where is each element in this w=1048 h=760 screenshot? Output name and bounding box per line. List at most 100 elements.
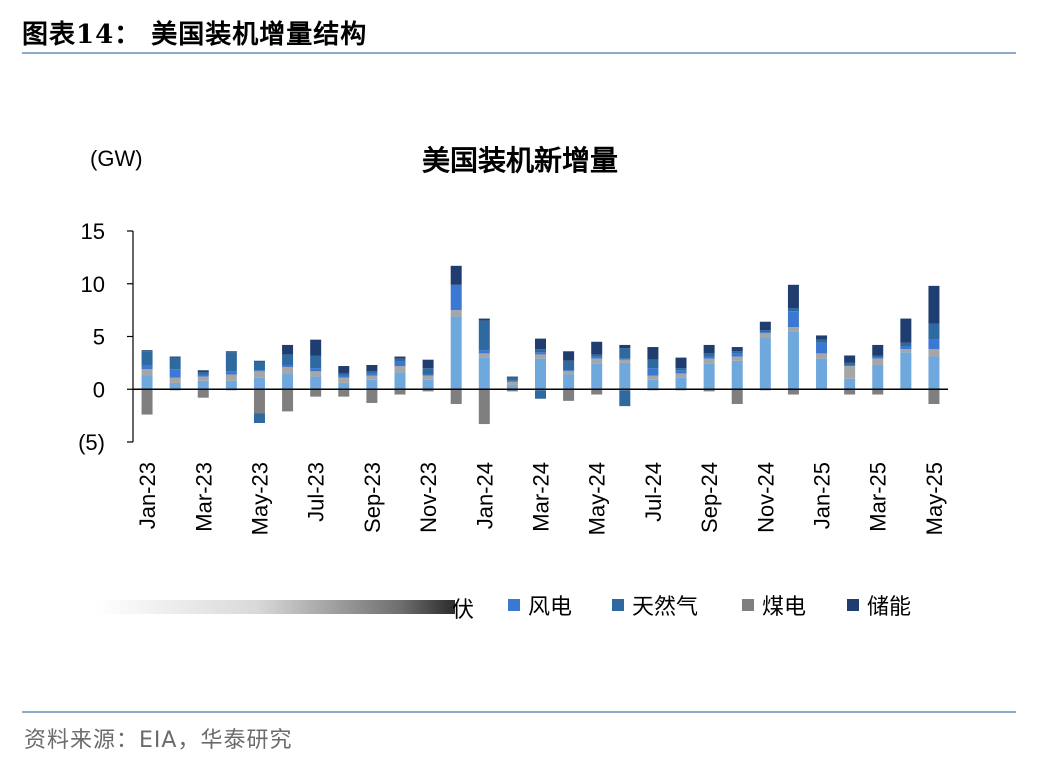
legend-label-coal: 煤电 bbox=[762, 594, 806, 619]
bar-gas-Dec-24 bbox=[787, 308, 799, 312]
bar-wind-Apr-24 bbox=[563, 370, 575, 372]
y-tick-label: (5) bbox=[78, 430, 105, 455]
bar-gas-Jan-24 bbox=[478, 320, 490, 351]
bar-misc-Oct-23 bbox=[394, 366, 406, 373]
bar-coal-Oct-24 bbox=[731, 389, 743, 405]
bar-wind-Mar-24 bbox=[535, 352, 546, 355]
bar-solar-Mar-24 bbox=[535, 358, 546, 390]
bar-gas-Nov-24 bbox=[759, 330, 771, 333]
bar-coal-May-24 bbox=[591, 389, 603, 395]
bar-misc-Jul-23 bbox=[310, 371, 322, 377]
bar-gas-Dec-23 bbox=[450, 284, 462, 286]
x-tick-label: May-23 bbox=[247, 462, 272, 535]
bar-storage-Oct-24 bbox=[731, 347, 743, 352]
bar-storage-Oct-23 bbox=[394, 356, 406, 359]
bar-storage-Apr-25 bbox=[900, 318, 912, 343]
bar-wind-Apr-25 bbox=[900, 345, 912, 350]
bar-solar-Nov-24 bbox=[759, 337, 771, 390]
bar-solar-Jan-25 bbox=[816, 358, 828, 390]
bar-coal-May-23 bbox=[253, 389, 265, 414]
bar-storage-Apr-24 bbox=[563, 351, 575, 361]
bar-misc-Apr-24 bbox=[563, 371, 575, 375]
bar-misc-Jan-24 bbox=[478, 353, 490, 358]
bar-storage-May-23 bbox=[253, 360, 265, 362]
bar-coal-May-25 bbox=[928, 389, 940, 405]
bar-wind-Jan-25 bbox=[816, 342, 828, 354]
chart-title: 美国装机新增量 bbox=[422, 144, 618, 177]
bar-storage-Dec-23 bbox=[450, 265, 462, 285]
bar-wind-May-23 bbox=[253, 370, 265, 372]
bar-solar-Dec-24 bbox=[787, 331, 799, 390]
bar-gas-Aug-24 bbox=[675, 368, 687, 371]
bar-coal-Sep-24 bbox=[703, 389, 715, 392]
bar-coal-Apr-24 bbox=[563, 389, 575, 401]
bar-solar-Dec-23 bbox=[450, 316, 462, 390]
bar-solar-Mar-23 bbox=[197, 380, 209, 390]
bar-coal-Nov-23 bbox=[422, 389, 434, 392]
bar-solar-Apr-24 bbox=[563, 374, 575, 390]
bar-coal-Aug-23 bbox=[338, 389, 350, 397]
bar-solar-Aug-23 bbox=[338, 382, 350, 390]
bottom-divider bbox=[22, 711, 1016, 713]
bar-solar-Aug-24 bbox=[675, 377, 687, 390]
bar-misc-Dec-23 bbox=[450, 310, 462, 317]
bar-wind-Jun-24 bbox=[619, 358, 631, 360]
bar-gas-May-24 bbox=[591, 354, 603, 357]
bar-wind-Dec-23 bbox=[450, 285, 462, 311]
x-tick-label: May-24 bbox=[585, 462, 610, 535]
bar-gas-Apr-25 bbox=[900, 342, 912, 346]
bar-wind-Jan-23 bbox=[141, 364, 153, 370]
legend-label-gas: 天然气 bbox=[632, 594, 698, 619]
bar-storage-Mar-24 bbox=[535, 338, 546, 350]
bar-gas-Mar-25 bbox=[872, 355, 884, 358]
bar-misc-Apr-23 bbox=[225, 374, 237, 381]
x-tick-label: Jul-23 bbox=[304, 462, 329, 522]
bar-misc-Nov-24 bbox=[759, 333, 771, 338]
bar-gas-Jul-24 bbox=[647, 359, 659, 369]
bar-gas-Oct-24 bbox=[731, 351, 743, 354]
bar-storage-Jan-24 bbox=[478, 318, 490, 321]
bar-storage-Apr-23 bbox=[225, 351, 237, 353]
bar-misc-Aug-23 bbox=[338, 377, 350, 383]
bar-storage-Sep-23 bbox=[366, 364, 378, 372]
bar-wind-Oct-24 bbox=[731, 353, 743, 357]
x-tick-label: Jul-24 bbox=[641, 462, 666, 522]
bar-solar-Jun-23 bbox=[282, 373, 294, 390]
bar-solar-Apr-25 bbox=[900, 352, 912, 390]
legend-label-storage: 储能 bbox=[867, 594, 911, 619]
bar-misc-Feb-24 bbox=[506, 381, 518, 386]
top-divider bbox=[22, 52, 1016, 54]
bar-solar-Nov-23 bbox=[422, 379, 434, 390]
bar-coal-Feb-24 bbox=[506, 389, 518, 392]
legend-swatch-storage bbox=[847, 599, 859, 611]
legend-swatch-gas bbox=[612, 599, 624, 611]
bar-solar-May-25 bbox=[928, 356, 940, 390]
bar-gas-Jan-25 bbox=[816, 339, 828, 343]
bar-wind-Jul-24 bbox=[647, 368, 659, 376]
legend-fade-overlay bbox=[95, 600, 455, 614]
y-tick-label: 5 bbox=[93, 325, 105, 350]
bar-solar-Jan-23 bbox=[141, 375, 153, 390]
bar-storage-Jan-25 bbox=[816, 335, 828, 340]
bar-neg_other-Jun-24 bbox=[619, 390, 631, 407]
x-tick-label: Sep-24 bbox=[697, 462, 722, 533]
bar-wind-Feb-24 bbox=[506, 380, 518, 382]
bar-wind-Dec-24 bbox=[787, 311, 799, 328]
bar-coal-Mar-23 bbox=[197, 389, 209, 398]
bar-storage-Jul-24 bbox=[647, 347, 659, 360]
bar-solar-Jan-24 bbox=[478, 357, 490, 390]
bar-storage-Jun-23 bbox=[282, 344, 294, 355]
bar-misc-Feb-25 bbox=[844, 366, 856, 379]
x-tick-label: Mar-25 bbox=[866, 462, 891, 532]
bar-coal-Jan-24 bbox=[478, 389, 490, 425]
bar-misc-Jun-24 bbox=[619, 359, 631, 363]
bar-wind-Mar-23 bbox=[197, 374, 209, 377]
x-tick-label: Mar-24 bbox=[529, 462, 554, 532]
bar-misc-Jun-23 bbox=[282, 367, 294, 374]
bar-storage-Feb-23 bbox=[169, 356, 181, 358]
x-tick-label: Sep-23 bbox=[360, 462, 385, 533]
bar-storage-Nov-24 bbox=[759, 321, 771, 331]
bar-wind-Aug-24 bbox=[675, 370, 687, 374]
bar-solar-Sep-23 bbox=[366, 379, 378, 390]
bar-gas-Feb-25 bbox=[844, 362, 856, 365]
